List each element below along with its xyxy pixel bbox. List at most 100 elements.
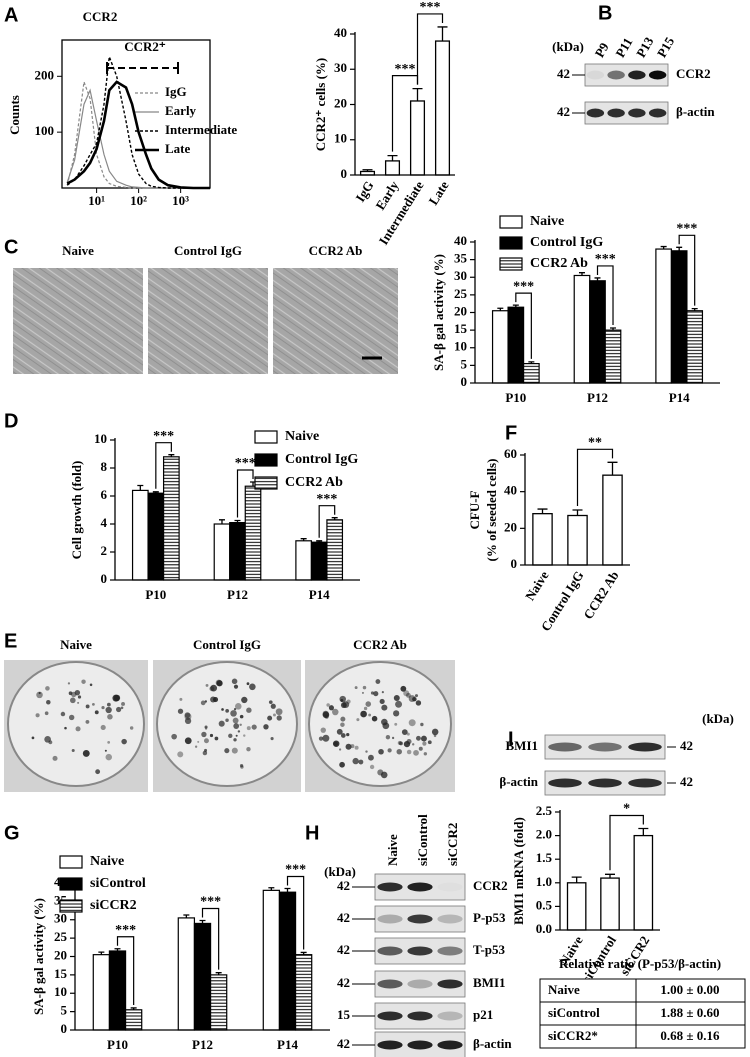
bar — [278, 891, 297, 1031]
colony — [94, 710, 99, 715]
colony — [104, 749, 107, 752]
colony — [263, 724, 269, 730]
error-bar — [114, 948, 121, 951]
colony — [70, 697, 76, 704]
bar — [310, 541, 328, 581]
bar — [295, 540, 313, 581]
y-axis-label: SA-β gal activity (%) — [31, 898, 46, 1015]
colony — [408, 719, 416, 727]
lane-label: siControl — [415, 814, 430, 866]
colony — [423, 752, 428, 756]
error-bar — [605, 873, 615, 879]
colony — [230, 710, 237, 717]
colony — [92, 702, 95, 706]
significance-label: *** — [676, 222, 697, 237]
significance-label: *** — [420, 0, 441, 15]
error-bar — [412, 87, 423, 101]
x-tick-label: P14 — [309, 587, 330, 602]
row-label: CCR2 — [473, 878, 508, 893]
error-bar — [130, 1007, 137, 1010]
colony — [268, 700, 273, 705]
colony — [67, 682, 71, 685]
significance-bracket — [609, 814, 644, 871]
bar — [602, 474, 623, 566]
kda-label: (kDa) — [702, 711, 734, 726]
bar — [147, 492, 165, 581]
legend-swatch — [59, 899, 83, 913]
colony — [340, 733, 346, 738]
error-bar — [572, 509, 583, 516]
blot-band — [437, 1011, 463, 1021]
error-bar — [98, 951, 105, 955]
kda-value: 42 — [337, 878, 350, 893]
y-tick-label: 10 — [94, 431, 107, 446]
error-bar — [137, 484, 144, 491]
colony — [184, 737, 192, 745]
row-label: T-p53 — [473, 942, 506, 957]
colony — [320, 727, 326, 733]
y-tick-label: 20 — [504, 519, 517, 534]
significance-label: *** — [285, 863, 306, 878]
plot-frame — [61, 39, 211, 189]
table-row — [539, 1024, 746, 1049]
colony — [171, 733, 177, 740]
colony — [228, 733, 233, 739]
colony — [233, 738, 237, 742]
row-label: p21 — [473, 1007, 493, 1022]
bar — [193, 922, 212, 1031]
dish-label: Control IgG — [193, 637, 261, 652]
colony — [249, 683, 256, 691]
colony — [101, 705, 105, 710]
lane-label: siCCR2 — [445, 823, 460, 866]
blot-band — [586, 108, 605, 118]
colony — [216, 680, 223, 687]
colony — [184, 717, 192, 725]
significance-bracket — [596, 265, 614, 326]
colony — [368, 713, 372, 717]
colony — [358, 759, 364, 765]
significance-bracket — [318, 505, 336, 538]
gate-label: CCR2⁺ — [124, 39, 166, 54]
kda-label: (kDa) — [552, 39, 584, 54]
colony — [45, 686, 50, 691]
blot-band — [586, 70, 605, 80]
bar — [670, 250, 688, 384]
blot-band — [437, 1040, 463, 1050]
significance-label: *** — [200, 895, 221, 910]
bar — [262, 889, 281, 1031]
significance-bracket — [286, 875, 305, 950]
panel-letter: C — [4, 236, 18, 258]
kda-value: 42 — [337, 942, 350, 957]
colony — [322, 711, 330, 719]
x-tick-label: P14 — [669, 390, 690, 405]
colony — [246, 746, 251, 752]
error-bar — [268, 887, 275, 891]
micrograph-label: Naive — [62, 243, 94, 258]
y-tick-label: 30 — [454, 268, 467, 283]
significance-bracket — [678, 234, 696, 306]
colony — [95, 769, 101, 775]
kda-value: 42 — [680, 738, 693, 753]
colony — [105, 753, 112, 761]
colony — [420, 735, 427, 742]
colony — [235, 734, 238, 737]
colony — [365, 701, 372, 707]
legend-label: Naive — [530, 214, 564, 229]
colony — [414, 694, 419, 698]
y-tick-label: 20 — [54, 947, 67, 962]
legend-swatch — [254, 476, 278, 490]
colony — [326, 703, 330, 707]
significance-label: *** — [595, 252, 616, 267]
colony — [197, 740, 200, 743]
significance-label: *** — [115, 923, 136, 938]
x-tick-label: P12 — [587, 390, 608, 405]
x-tick-label: P12 — [192, 1037, 213, 1052]
colony — [121, 702, 125, 706]
error-bar — [528, 361, 535, 364]
blot-band — [648, 108, 667, 118]
colony — [179, 697, 183, 701]
legend-label: Early — [165, 103, 197, 118]
bar — [409, 100, 426, 176]
x-tick-label: 10³ — [172, 193, 189, 208]
